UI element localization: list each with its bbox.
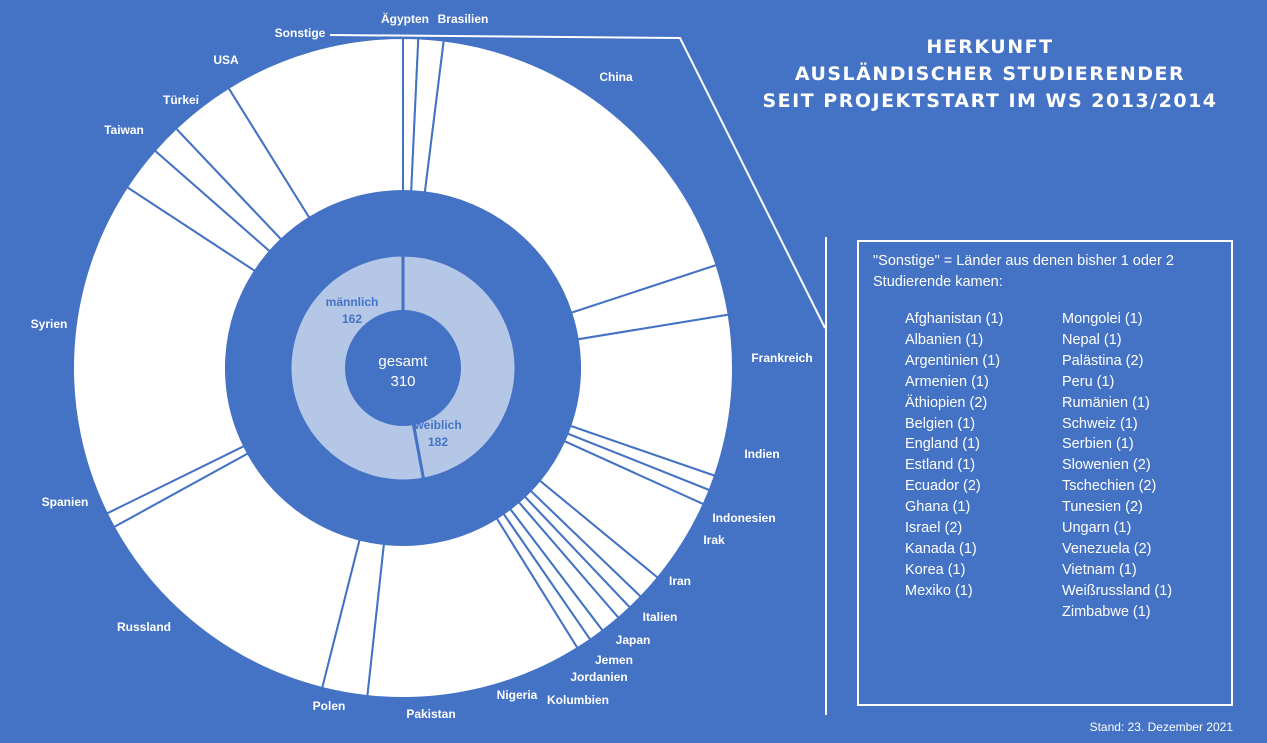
legend-item: Tschechien (2)	[1062, 478, 1157, 495]
title-line-3: SEIT PROJEKTSTART IM WS 2013/2014	[762, 90, 1218, 112]
legend-item: Armenien (1)	[905, 373, 989, 390]
label-italien: Italien	[643, 610, 678, 624]
label-brasilien: Brasilien	[438, 12, 489, 26]
label-usa: USA	[213, 53, 239, 67]
label-china: China	[599, 70, 633, 84]
title-line-1: HERKUNFT	[926, 36, 1054, 58]
footer-date: Stand: 23. Dezember 2021	[1089, 720, 1233, 734]
label-nigeria: Nigeria	[497, 688, 538, 702]
label-aegypten: Ägypten	[381, 11, 429, 26]
label-irak: Irak	[703, 533, 725, 547]
legend-item: Ecuador (2)	[905, 478, 981, 495]
legend-item: Venezuela (2)	[1062, 540, 1152, 557]
legend-item: Kanada (1)	[905, 540, 977, 557]
label-pakistan: Pakistan	[406, 707, 455, 721]
label-jordanien: Jordanien	[570, 670, 627, 684]
label-syrien: Syrien	[31, 317, 68, 331]
legend-item: Serbien (1)	[1062, 436, 1134, 453]
legend-item: Vietnam (1)	[1062, 561, 1137, 578]
legend-item: Schweiz (1)	[1062, 415, 1138, 432]
legend-item: Albanien (1)	[905, 331, 984, 348]
donut-center-hole	[345, 310, 461, 426]
label-jemen: Jemen	[595, 653, 633, 667]
label-russland: Russland	[117, 620, 171, 634]
label-maennlich: männlich	[326, 295, 379, 309]
legend-item: Korea (1)	[905, 561, 966, 578]
value-weiblich: 182	[428, 435, 448, 449]
chart-title: HERKUNFT AUSLÄNDISCHER STUDIERENDER SEIT…	[740, 34, 1240, 115]
legend-item: Weißrussland (1)	[1062, 582, 1173, 599]
legend-item: Peru (1)	[1062, 373, 1115, 390]
sonstige-connector-line	[329, 34, 826, 329]
legend-item: Nepal (1)	[1062, 331, 1122, 348]
label-indien: Indien	[744, 447, 779, 461]
legend-item: Estland (1)	[905, 457, 976, 474]
legend-item: Afghanistan (1)	[905, 311, 1004, 327]
legend-item: Zimbabwe (1)	[1062, 603, 1151, 620]
inner-labels: männlich 162 weiblich 182	[326, 295, 462, 449]
legend-item: Argentinien (1)	[905, 352, 1001, 369]
center-total-value: 310	[390, 373, 415, 390]
legend-item: Ghana (1)	[905, 499, 971, 516]
legend-column-1: Afghanistan (1) Albanien (1) Argentinien (…	[905, 309, 1062, 623]
outer-ring	[72, 36, 734, 699]
legend-item: Mongolei (1)	[1062, 311, 1143, 327]
legend-header: "Sonstige" = Länder aus denen bisher 1 o…	[873, 253, 1174, 290]
center-total-label: gesamt	[378, 353, 428, 370]
legend-item: Ungarn (1)	[1062, 520, 1132, 537]
legend-item: Slowenien (2)	[1062, 457, 1151, 474]
label-taiwan: Taiwan	[104, 123, 144, 137]
legend-item: Äthiopien (2)	[905, 394, 988, 411]
sonstige-legend-box: "Sonstige" = Länder aus denen bisher 1 o…	[857, 240, 1233, 706]
label-tuerkei: Türkei	[163, 93, 199, 107]
value-maennlich: 162	[342, 312, 362, 326]
legend-item: Israel (2)	[905, 520, 963, 537]
legend-item: Rumänien (1)	[1062, 394, 1150, 411]
legend-item: England (1)	[905, 436, 980, 453]
legend-item: Mexiko (1)	[905, 582, 973, 599]
label-japan: Japan	[616, 633, 651, 647]
legend-column-2: Mongolei (1) Nepal (1) Palästina (2) Peru (…	[1062, 309, 1219, 623]
legend-item: Belgien (1)	[905, 415, 976, 432]
label-weiblich: weiblich	[413, 418, 461, 432]
legend-item: Tunesien (2)	[1062, 499, 1143, 516]
title-line-2: AUSLÄNDISCHER STUDIERENDER	[794, 63, 1186, 85]
label-iran: Iran	[669, 574, 691, 588]
label-sonstige: Sonstige	[275, 26, 326, 40]
label-frankreich: Frankreich	[751, 351, 812, 365]
label-polen: Polen	[313, 699, 346, 713]
outer-labels: Ägypten Brasilien China Frankreich Indien Ind…	[31, 11, 813, 721]
legend-item: Palästina (2)	[1062, 352, 1144, 369]
divider-line	[825, 237, 827, 715]
label-spanien: Spanien	[42, 495, 89, 509]
label-indonesien: Indonesien	[712, 511, 775, 525]
label-kolumbien: Kolumbien	[547, 693, 609, 707]
